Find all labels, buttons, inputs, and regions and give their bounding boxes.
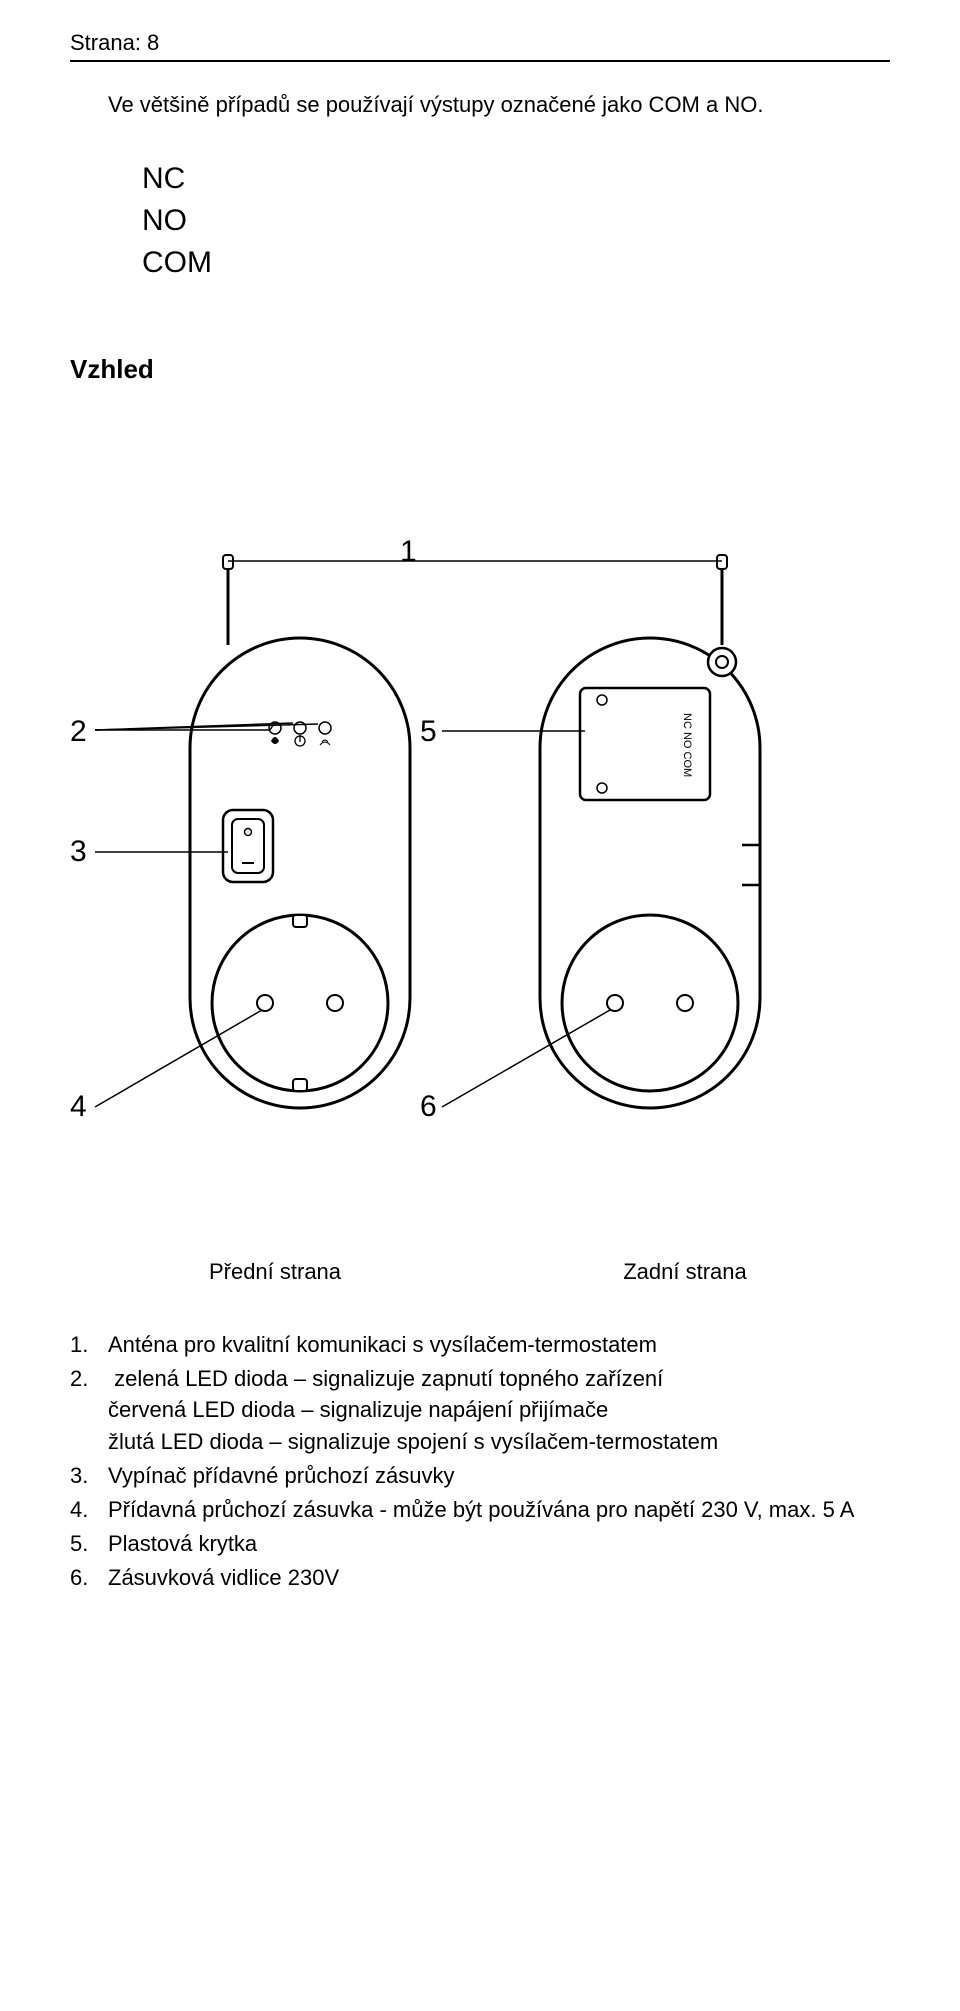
parts-legend: Anténa pro kvalitní komunikaci s vysílač… (70, 1329, 890, 1594)
legend-1: Anténa pro kvalitní komunikaci s vysílač… (70, 1329, 890, 1361)
section-title: Vzhled (70, 354, 890, 385)
front-caption: Přední strana (70, 1259, 480, 1285)
callout-2: 2 (70, 715, 87, 749)
legend-4: Přídavná průchozí zásuvka - může být pou… (70, 1494, 890, 1526)
caption-row: Přední strana Zadní strana (70, 1259, 890, 1285)
intro-paragraph: Ve většině případů se používají výstupy … (70, 90, 890, 120)
label-com: COM (142, 242, 890, 284)
callout-1: 1 (400, 535, 417, 569)
page-header: Strana: 8 (70, 30, 890, 62)
device-svg: NC NO COM (70, 415, 890, 1235)
label-nc: NC (142, 158, 890, 200)
back-terminal-text: NC NO COM (681, 713, 693, 777)
callout-5: 5 (420, 715, 437, 749)
callout-4: 4 (70, 1090, 87, 1124)
callout-3: 3 (70, 835, 87, 869)
back-caption: Zadní strana (480, 1259, 890, 1285)
callout-6: 6 (420, 1090, 437, 1124)
appearance-diagram: 1 2 3 4 5 6 (70, 415, 890, 1235)
legend-3: Vypínač přídavné průchozí zásuvky (70, 1460, 890, 1492)
legend-5: Plastová krytka (70, 1528, 890, 1560)
legend-2: zelená LED dioda – signalizuje zapnutí t… (70, 1363, 890, 1459)
terminal-label-block: NC NO COM (142, 158, 890, 284)
legend-6: Zásuvková vidlice 230V (70, 1562, 890, 1594)
label-no: NO (142, 200, 890, 242)
